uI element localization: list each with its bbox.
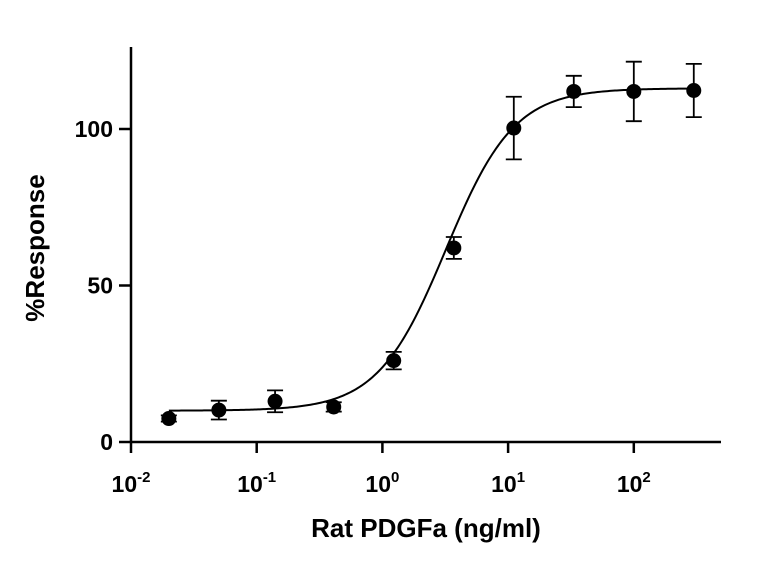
x-tick-base: 10 <box>365 471 391 497</box>
x-tick-label: 102 <box>617 469 651 497</box>
x-tick-base: 10 <box>237 471 263 497</box>
y-axis: 0 50 100 <box>75 47 133 455</box>
y-axis-label: %Response <box>20 174 50 321</box>
data-point <box>267 393 283 409</box>
data-point <box>626 83 642 99</box>
data-point <box>506 120 522 136</box>
data-point <box>566 83 582 99</box>
x-tick-label: 101 <box>491 469 525 497</box>
data-point <box>686 83 702 99</box>
x-tick-base: 10 <box>112 471 138 497</box>
x-tick-base: 10 <box>617 471 643 497</box>
data-point <box>446 240 462 256</box>
fit-curve <box>168 87 694 412</box>
x-axis-label: Rat PDGFa (ng/ml) <box>311 513 541 543</box>
x-tick-label: 100 <box>365 469 399 497</box>
data-point <box>161 411 177 427</box>
x-tick-exponent: 0 <box>391 469 399 486</box>
x-tick-label: 10-2 <box>112 469 151 497</box>
x-tick-label: 10-1 <box>237 469 276 497</box>
data-point <box>326 399 342 415</box>
x-tick-base: 10 <box>491 471 517 497</box>
data-point <box>211 402 227 418</box>
x-tick-exponent: -1 <box>263 469 276 486</box>
error-bars-group <box>160 60 702 423</box>
x-tick-exponent: -2 <box>137 469 150 486</box>
y-tick-label: 50 <box>87 273 113 299</box>
y-tick-label: 0 <box>100 429 113 455</box>
y-tick-label: 100 <box>75 116 113 142</box>
data-points-group <box>161 83 702 427</box>
x-tick-exponent: 2 <box>642 469 650 486</box>
fit-curve-group <box>168 87 694 412</box>
data-point <box>386 353 402 369</box>
x-axis: 10-2 10-1 100 101 102 <box>112 440 721 497</box>
x-tick-exponent: 1 <box>517 469 525 486</box>
